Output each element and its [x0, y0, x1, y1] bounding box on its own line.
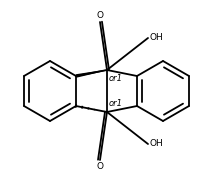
- Polygon shape: [76, 70, 107, 78]
- Text: OH: OH: [149, 139, 163, 149]
- Text: OH: OH: [149, 33, 163, 43]
- Text: O: O: [97, 162, 103, 171]
- Text: or1: or1: [109, 99, 123, 108]
- Text: or1: or1: [109, 74, 123, 83]
- Text: O: O: [97, 11, 103, 20]
